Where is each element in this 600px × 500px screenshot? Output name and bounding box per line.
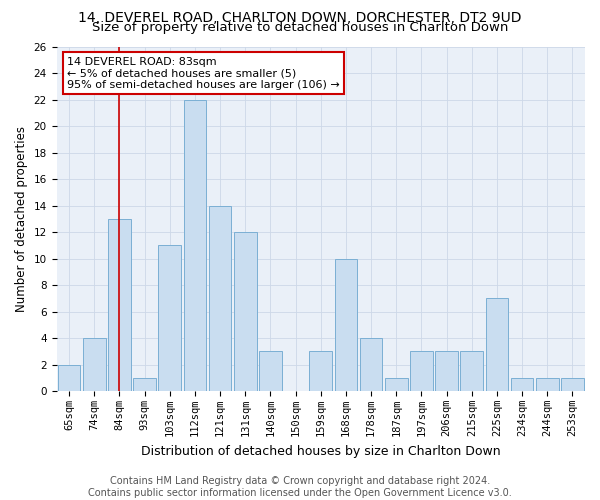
Bar xyxy=(58,364,80,391)
Bar xyxy=(83,338,106,391)
Bar xyxy=(184,100,206,391)
Bar xyxy=(410,352,433,391)
Bar xyxy=(460,352,483,391)
Text: 14, DEVEREL ROAD, CHARLTON DOWN, DORCHESTER, DT2 9UD: 14, DEVEREL ROAD, CHARLTON DOWN, DORCHES… xyxy=(78,11,522,25)
Bar xyxy=(561,378,584,391)
Bar xyxy=(108,219,131,391)
Text: Contains HM Land Registry data © Crown copyright and database right 2024.
Contai: Contains HM Land Registry data © Crown c… xyxy=(88,476,512,498)
Bar xyxy=(259,352,282,391)
Bar xyxy=(335,258,357,391)
Y-axis label: Number of detached properties: Number of detached properties xyxy=(15,126,28,312)
Bar xyxy=(158,246,181,391)
Bar xyxy=(511,378,533,391)
Bar xyxy=(310,352,332,391)
Text: 14 DEVEREL ROAD: 83sqm
← 5% of detached houses are smaller (5)
95% of semi-detac: 14 DEVEREL ROAD: 83sqm ← 5% of detached … xyxy=(67,57,340,90)
Bar xyxy=(536,378,559,391)
Bar xyxy=(360,338,382,391)
X-axis label: Distribution of detached houses by size in Charlton Down: Distribution of detached houses by size … xyxy=(141,444,500,458)
Bar xyxy=(385,378,407,391)
Bar xyxy=(209,206,232,391)
Text: Size of property relative to detached houses in Charlton Down: Size of property relative to detached ho… xyxy=(92,22,508,35)
Bar xyxy=(435,352,458,391)
Bar xyxy=(485,298,508,391)
Bar xyxy=(133,378,156,391)
Bar xyxy=(234,232,257,391)
